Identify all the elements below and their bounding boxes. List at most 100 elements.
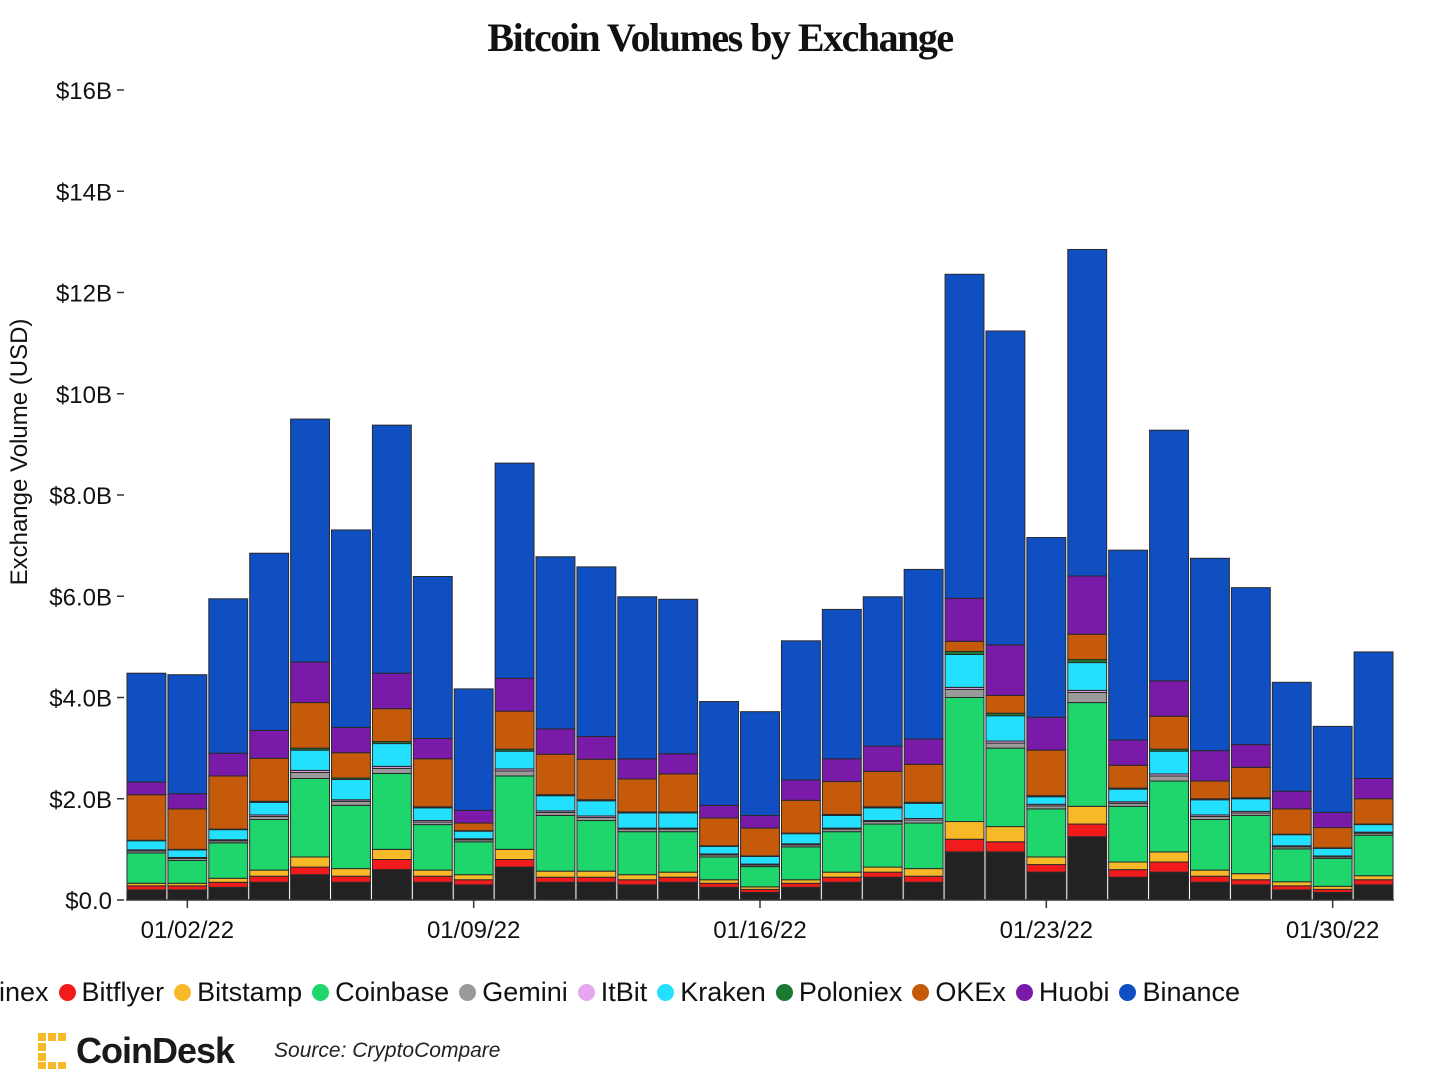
- bar-segment-bitfinex: [208, 886, 249, 901]
- legend-item-kraken: Kraken: [657, 977, 766, 1008]
- bar-segment-gemini: [371, 767, 412, 774]
- bar-segment-huobi: [576, 735, 617, 760]
- bar-segment-binance: [167, 674, 208, 795]
- bar-segment-binance: [903, 568, 944, 740]
- bar-segment-huobi: [1026, 716, 1067, 751]
- legend-swatch-icon: [577, 983, 595, 1001]
- bar-segment-bitfinex: [1067, 836, 1108, 901]
- coindesk-logo-icon: [38, 1033, 66, 1069]
- bar-segment-coinbase: [699, 856, 740, 881]
- legend-swatch-icon: [912, 983, 930, 1001]
- bar-segment-binance: [1312, 725, 1353, 813]
- bar-segment-kraken: [1353, 824, 1394, 833]
- bar-segment-coinbase: [617, 831, 658, 876]
- bar-segment-bitstamp: [862, 866, 903, 873]
- bar-chart: Exchange Volume (USD) $0.0 $2.0B $4.0B $6.0…: [6, 78, 1394, 944]
- bar-segment-bitfinex: [167, 889, 208, 901]
- brand-name: CoinDesk: [76, 1030, 235, 1071]
- bar-segment-gemini: [331, 800, 371, 806]
- legend-label: Poloniex: [798, 976, 903, 1007]
- bar-stack: [1271, 681, 1312, 901]
- bar-segment-bitflyer: [1067, 823, 1108, 838]
- bar-segment-okex: [412, 758, 453, 808]
- bar-segment-coinbase: [944, 697, 985, 823]
- bar-segment-bitstamp: [617, 874, 658, 881]
- bar-segment-bitstamp: [1189, 869, 1230, 877]
- bar-segment-bitfinex: [535, 881, 576, 901]
- legend-label: Kraken: [680, 976, 766, 1007]
- bar-segment-huobi: [1149, 680, 1189, 717]
- y-tick-label: $0.0: [65, 888, 112, 915]
- bar-segment-kraken: [1026, 796, 1067, 805]
- bar-segment-huobi: [1108, 739, 1149, 766]
- bar-stack: [371, 424, 412, 901]
- bar-segment-bitflyer: [985, 841, 1026, 853]
- bar-segment-bitstamp: [290, 856, 331, 868]
- legend-label: Huobi: [1038, 976, 1110, 1007]
- bar-segment-huobi: [290, 661, 331, 704]
- y-tick-label: $10B: [56, 382, 112, 409]
- bar-segment-huobi: [1067, 575, 1108, 635]
- bar-segment-okex: [126, 794, 167, 841]
- bar-segment-coinbase: [331, 804, 371, 870]
- bar-segment-coinbase: [1026, 808, 1067, 858]
- bar-segment-bitfinex: [740, 891, 780, 901]
- bar-segment-bitflyer: [371, 859, 412, 871]
- bar-segment-bitflyer: [903, 875, 944, 883]
- bar-segment-coinbase: [453, 841, 494, 876]
- bar-segment-binance: [780, 640, 821, 781]
- footer: CoinDesk Source: CryptoCompare: [36, 1028, 500, 1074]
- bar-segment-bitfinex: [617, 884, 658, 901]
- bar-segment-binance: [412, 576, 453, 740]
- bar-segment-coinbase: [780, 846, 821, 881]
- bar-segment-huobi: [1312, 811, 1353, 829]
- bar-segment-bitflyer: [821, 876, 862, 883]
- bar-segment-bitfinex: [331, 881, 371, 901]
- bar-segment-huobi: [535, 728, 576, 755]
- bar-segment-okex: [1230, 766, 1271, 799]
- bar-segment-bitflyer: [167, 885, 208, 891]
- legend-item-bitflyer: Bitflyer: [58, 977, 164, 1008]
- bar-segment-bitflyer: [1149, 861, 1189, 873]
- bar-segment-binance: [1189, 557, 1230, 752]
- bar-stack: [535, 556, 576, 901]
- x-tick-label: 01/30/22: [1286, 917, 1379, 944]
- bar-segment-binance: [249, 552, 290, 731]
- bar-segment-binance: [1271, 681, 1312, 792]
- bar-segment-kraken: [494, 750, 535, 770]
- bar-segment-gemini: [985, 742, 1026, 749]
- legend-item-gemini: Gemini: [459, 977, 568, 1008]
- bar-segment-okex: [740, 827, 780, 857]
- bar-segment-bitflyer: [249, 875, 290, 883]
- bar-stack: [903, 568, 944, 901]
- bar-segment-bitflyer: [331, 875, 371, 883]
- bar-segment-bitstamp: [1149, 851, 1189, 863]
- bar-segment-okex: [371, 708, 412, 743]
- bar-segment-kraken: [331, 779, 371, 801]
- bar-stack: [576, 566, 617, 901]
- bar-segment-bitfinex: [576, 881, 617, 901]
- bar-segment-kraken: [535, 795, 576, 812]
- bar-segment-bitfinex: [249, 881, 290, 901]
- bar-segment-okex: [1108, 764, 1149, 789]
- bar-segment-coinbase: [1149, 780, 1189, 853]
- bar-segment-kraken: [167, 849, 208, 858]
- legend-item-itbit: ItBit: [577, 977, 647, 1008]
- bar-segment-bitflyer: [658, 876, 699, 883]
- bar-segment-bitstamp: [453, 874, 494, 881]
- bar-stack: [985, 330, 1026, 901]
- y-tick-label: $12B: [56, 281, 112, 308]
- y-axis: $0.0 $2.0B $4.0B $6.0B $8.0B $10B $12B $14B $16B: [49, 78, 124, 915]
- bar-segment-huobi: [740, 814, 780, 829]
- legend-item-huobi: Huobi: [1015, 976, 1110, 1008]
- bar-segment-huobi: [903, 738, 944, 765]
- bar-stack: [740, 711, 780, 901]
- legend-item-bitfinex: itfinex: [0, 977, 49, 1008]
- bar-segment-bitflyer: [699, 882, 740, 888]
- bar-segment-huobi: [371, 672, 412, 710]
- bar-segment-binance: [453, 688, 494, 811]
- bar-segment-binance: [208, 598, 249, 754]
- bar-segment-binance: [1230, 587, 1271, 746]
- legend-swatch-icon: [1119, 983, 1137, 1001]
- bar-segment-bitstamp: [412, 869, 453, 877]
